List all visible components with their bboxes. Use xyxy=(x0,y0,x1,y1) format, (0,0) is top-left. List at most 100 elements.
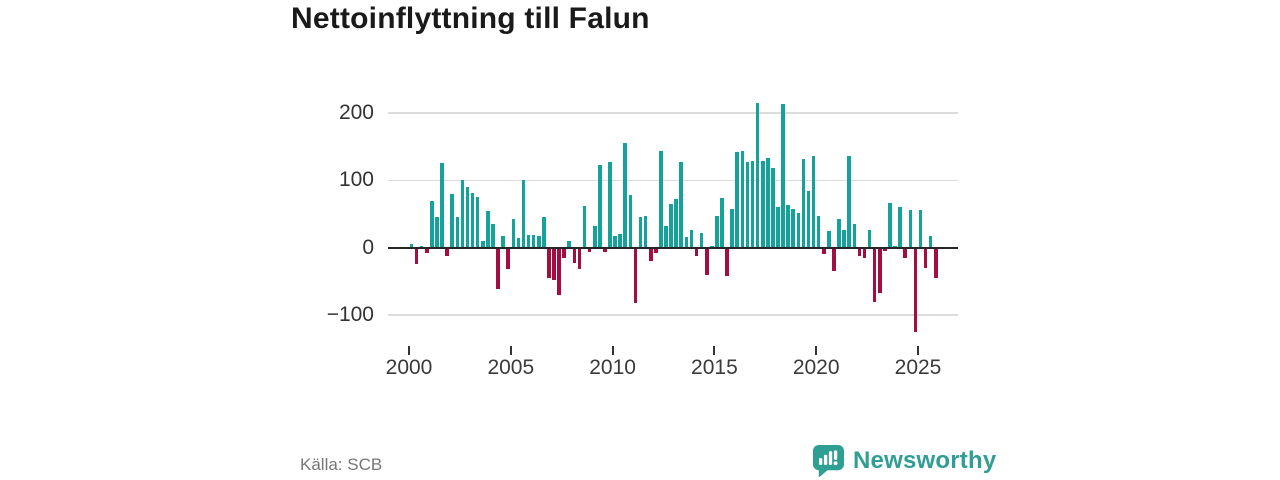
bar-2009-q1 xyxy=(592,226,597,248)
bar-2002-q4 xyxy=(465,187,470,248)
bar-2004-q1 xyxy=(491,224,495,248)
bar-2017-q1 xyxy=(755,103,760,248)
bar-2023-q3 xyxy=(888,203,892,248)
y-axis-label-200: 200 xyxy=(338,101,374,125)
bar-2016-q2 xyxy=(740,150,745,248)
bar-2016-q4 xyxy=(750,160,755,248)
bar-2002-q3 xyxy=(460,179,465,248)
x-axis-tick-2020 xyxy=(815,346,818,355)
bar-2022-q2 xyxy=(862,247,867,259)
bar-2012-q4 xyxy=(669,204,673,248)
bar-2018-q3 xyxy=(786,204,790,248)
bar-2008-q1 xyxy=(572,247,577,264)
x-axis-tick-2015 xyxy=(713,346,716,355)
bar-2012-q2 xyxy=(659,150,663,248)
bar-2013-q2 xyxy=(679,161,684,248)
bar-2002-q2 xyxy=(455,217,460,248)
bar-2021-q3 xyxy=(847,155,852,248)
x-axis-label-2025: 2025 xyxy=(894,356,942,379)
bar-2007-q3 xyxy=(562,247,566,259)
bar-2008-q4 xyxy=(587,247,592,252)
bar-2006-q2 xyxy=(536,236,541,248)
bar-2006-q1 xyxy=(531,234,536,248)
bar-2014-q3 xyxy=(704,247,709,276)
bar-2023-q2 xyxy=(883,247,887,252)
bar-2000-q4 xyxy=(424,247,429,254)
bar-2011-q2 xyxy=(638,217,643,248)
bar-2001-q1 xyxy=(430,200,434,248)
bar-2018-q2 xyxy=(781,104,785,248)
bar-2020-q4 xyxy=(832,247,836,272)
bar-2010-q3 xyxy=(623,143,628,248)
bar-2022-q1 xyxy=(857,247,862,256)
bar-2009-q2 xyxy=(598,164,602,248)
bar-2022-q4 xyxy=(872,247,877,303)
bar-2018-q1 xyxy=(776,206,780,248)
bar-2014-q2 xyxy=(699,232,704,248)
bar-2001-q4 xyxy=(445,247,449,256)
bar-2012-q1 xyxy=(654,247,658,254)
bar-2020-q1 xyxy=(816,216,821,248)
bar-2024-q3 xyxy=(908,210,913,248)
bar-2003-q1 xyxy=(470,192,475,248)
x-axis-tick-2010 xyxy=(611,346,614,355)
bar-2017-q2 xyxy=(760,160,765,248)
bar-2003-q2 xyxy=(475,197,480,248)
bar-2015-q2 xyxy=(720,197,724,248)
bar-2004-q4 xyxy=(506,247,510,269)
source-caption: Källa: SCB xyxy=(300,455,383,474)
x-axis-label-2020: 2020 xyxy=(792,356,840,379)
x-axis-label-2010: 2010 xyxy=(589,356,636,379)
bar-2025-q1 xyxy=(918,210,923,248)
bar-2015-q4 xyxy=(730,209,734,248)
gridline-y-200 xyxy=(388,112,958,114)
bar-2007-q4 xyxy=(567,241,572,248)
bar-2001-q2 xyxy=(435,217,439,248)
bar-2019-q4 xyxy=(811,155,816,248)
bar-2021-q2 xyxy=(842,229,846,248)
bar-2007-q2 xyxy=(557,247,561,296)
newsworthy-wordmark: Newsworthy xyxy=(853,447,997,474)
bar-2020-q3 xyxy=(827,230,831,248)
x-axis-label-2005: 2005 xyxy=(487,356,535,379)
gridline-y--100 xyxy=(388,314,958,316)
y-axis-label-0: 0 xyxy=(362,235,374,259)
x-axis-tick-2005 xyxy=(509,346,512,355)
bar-2018-q4 xyxy=(791,209,796,248)
bar-2025-q4 xyxy=(933,247,938,278)
bar-2016-q1 xyxy=(735,151,740,248)
bar-2022-q3 xyxy=(867,229,872,248)
bar-2019-q3 xyxy=(806,190,811,248)
bar-2002-q1 xyxy=(450,193,454,248)
newsworthy-logo: Newsworthy xyxy=(812,444,996,478)
bar-2007-q1 xyxy=(552,247,556,280)
bar-2005-q1 xyxy=(511,219,516,248)
x-axis-zero-line xyxy=(388,246,958,249)
bar-2017-q4 xyxy=(771,167,775,248)
page-title: Nettoinflyttning till Falun xyxy=(291,2,650,35)
bar-2010-q1 xyxy=(613,236,617,248)
bar-2013-q1 xyxy=(674,199,678,248)
bar-2015-q1 xyxy=(715,216,719,248)
bar-2020-q2 xyxy=(821,247,826,255)
bar-2021-q4 xyxy=(852,224,857,248)
newsworthy-icon xyxy=(812,444,845,478)
bar-2005-q3 xyxy=(521,180,526,248)
bar-2008-q2 xyxy=(577,247,582,269)
bar-2010-q2 xyxy=(618,234,622,248)
bar-2010-q4 xyxy=(628,194,633,248)
bar-2009-q3 xyxy=(603,247,607,253)
bar-2013-q4 xyxy=(689,230,694,248)
y-axis-label-100: 100 xyxy=(338,168,374,192)
x-axis-label-2015: 2015 xyxy=(691,356,738,379)
y-axis-label--100: −100 xyxy=(326,303,374,326)
gridline-y-100 xyxy=(388,179,958,182)
bar-2024-q2 xyxy=(903,247,908,259)
bar-2024-q1 xyxy=(898,206,902,248)
bar-2024-q4 xyxy=(913,247,918,333)
bar-2019-q2 xyxy=(801,158,806,248)
bar-2006-q4 xyxy=(547,247,551,278)
bar-2023-q1 xyxy=(877,247,882,293)
bar-2011-q1 xyxy=(633,247,638,303)
